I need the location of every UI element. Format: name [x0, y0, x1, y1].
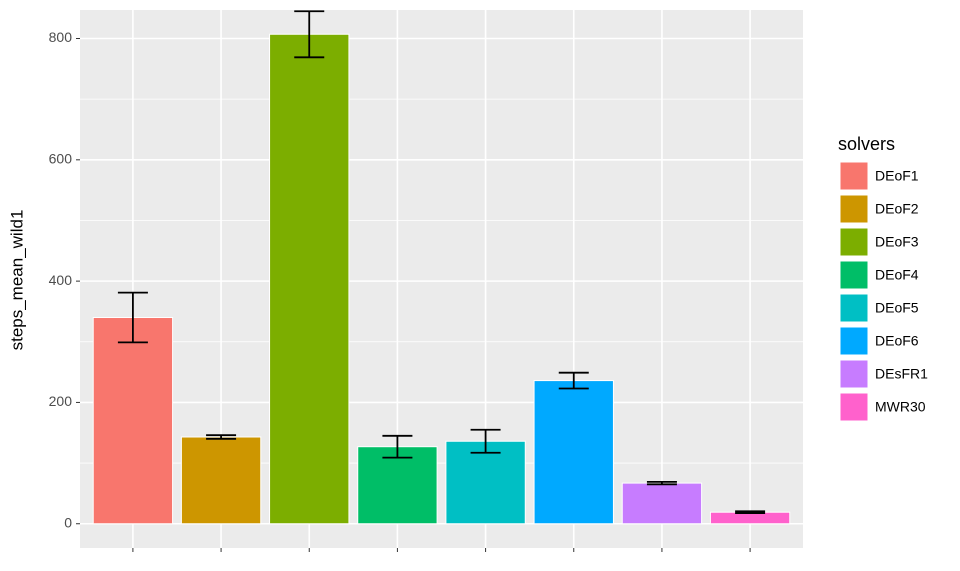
error-bar	[470, 428, 501, 454]
bar	[533, 380, 614, 525]
bar	[180, 436, 262, 525]
legend-label: MWR30	[875, 399, 926, 415]
bar	[92, 317, 174, 525]
legend-label: DEsFR1	[875, 366, 928, 382]
y-tick-label: 600	[49, 151, 73, 167]
y-tick-label: 0	[64, 514, 72, 530]
y-tick-label: 800	[49, 29, 73, 45]
legend-key	[839, 194, 869, 224]
error-bar	[294, 10, 325, 59]
error-bar	[117, 291, 148, 344]
y-tick-label: 400	[49, 272, 73, 288]
legend-title: solvers	[838, 134, 895, 154]
bar	[269, 33, 350, 525]
error-bar	[735, 510, 766, 515]
legend-key	[839, 359, 869, 389]
legend-label: DEoF1	[875, 168, 919, 184]
legend-label: DEoF3	[875, 234, 919, 250]
error-bar	[382, 434, 413, 459]
legend-key	[839, 161, 869, 191]
error-bar	[206, 434, 237, 440]
y-axis-label: steps_mean_wild1	[7, 210, 26, 351]
error-bar	[558, 371, 589, 390]
legend-key	[839, 260, 869, 290]
legend-key	[839, 326, 869, 356]
legend-key	[839, 293, 869, 323]
bar	[621, 482, 703, 525]
legend-key	[839, 392, 869, 422]
error-bar	[646, 480, 677, 486]
bar	[445, 440, 526, 525]
legend-label: DEoF5	[875, 300, 919, 316]
y-tick-label: 200	[49, 393, 73, 409]
legend-key	[839, 227, 869, 257]
legend-label: DEoF4	[875, 267, 919, 283]
legend-label: DEoF6	[875, 333, 919, 349]
legend-label: DEoF2	[875, 201, 919, 217]
